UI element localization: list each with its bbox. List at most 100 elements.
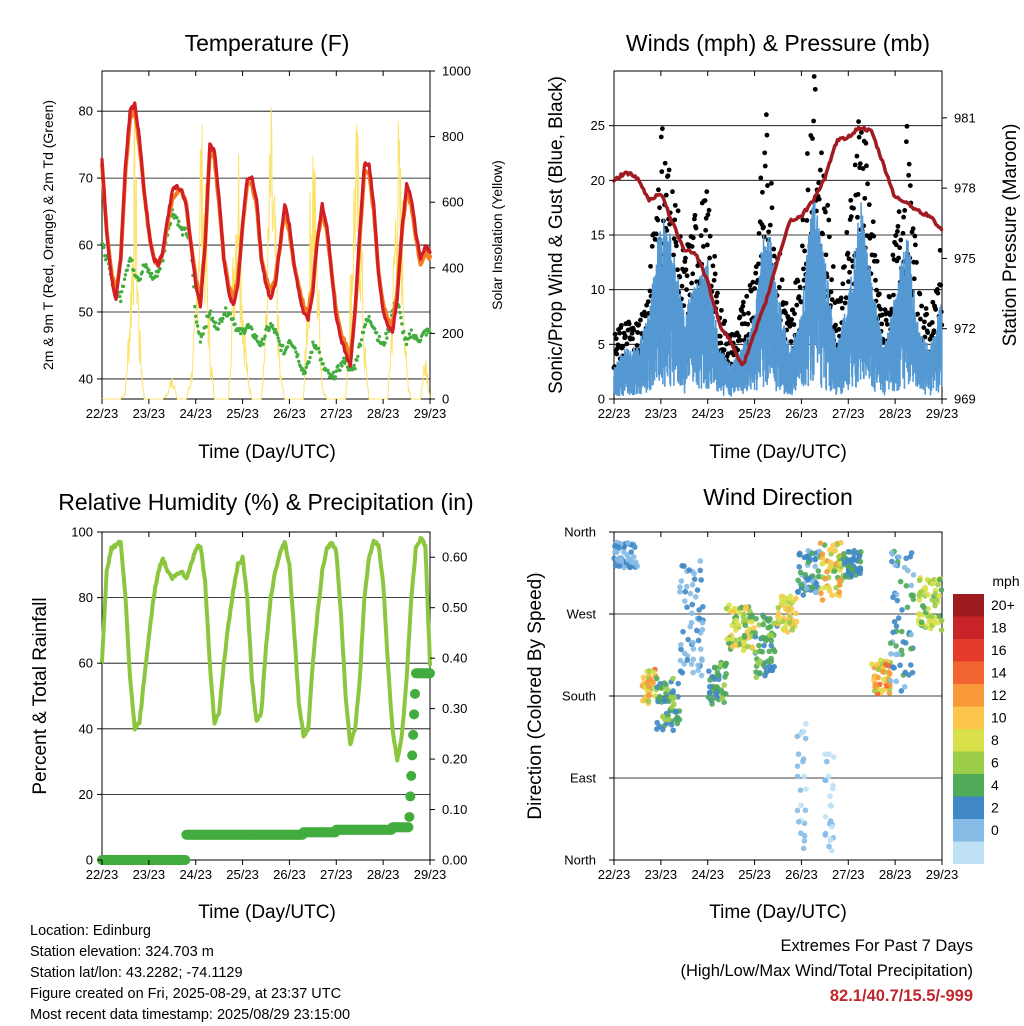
gust-point: [895, 223, 901, 229]
precip-point: [406, 770, 417, 781]
direction-point: [680, 628, 686, 635]
y-tick-label: 60: [79, 656, 93, 671]
gust-point: [760, 189, 765, 195]
direction-point: [784, 629, 791, 635]
precip-point: [410, 688, 421, 699]
dewpoint-point: [307, 360, 311, 364]
gust-point: [884, 321, 890, 327]
gust-point: [664, 228, 670, 233]
direction-point: [729, 609, 736, 615]
direction-point: [709, 696, 716, 703]
direction-point: [760, 662, 767, 668]
y-tick-label: 80: [79, 104, 93, 119]
direction-point: [822, 813, 829, 820]
solar-insolation-series: [101, 107, 431, 400]
precip-point: [407, 750, 418, 761]
dewpoint-point: [216, 327, 220, 331]
direction-point: [938, 627, 945, 633]
station-latlon: Station lat/lon: 43.2282; -74.1129: [30, 965, 243, 981]
temperature-ylabel-left: 2m & 9m T (Red, Orange) & 2m Td (Green): [40, 100, 56, 370]
direction-point: [827, 836, 834, 843]
gust-point: [789, 317, 795, 322]
direction-point: [835, 553, 842, 560]
x-tick-label: 29/23: [926, 406, 959, 421]
gust-point: [641, 309, 647, 315]
dewpoint-point: [132, 268, 136, 273]
dewpoint-point: [373, 327, 377, 331]
direction-point: [901, 683, 908, 690]
dewpoint-point: [135, 275, 140, 279]
direction-point: [875, 666, 882, 673]
direction-point: [827, 559, 834, 566]
legend-label: 2: [991, 800, 999, 816]
y-tick-label: 20: [591, 173, 605, 188]
direction-point: [614, 556, 621, 562]
direction-point: [718, 687, 724, 693]
direction-point: [646, 668, 653, 674]
gust-point: [842, 300, 848, 306]
direction-point: [689, 601, 696, 608]
legend-swatch: [953, 594, 984, 617]
winds-ticks: 0 5 10 15 20 25 969 972 975 978 981 22/23 23/23 24/23…: [591, 71, 976, 421]
direction-point: [768, 642, 775, 649]
dewpoint-point: [258, 343, 263, 348]
dewpoint-point: [397, 305, 401, 309]
direction-point: [645, 692, 652, 699]
direction-point: [908, 662, 914, 668]
direction-point: [817, 540, 824, 546]
gust-point: [919, 303, 924, 309]
direction-point: [695, 637, 702, 644]
dewpoint-point: [400, 322, 404, 326]
direction-point: [748, 619, 755, 625]
y2-tick-label: 981: [954, 110, 976, 125]
direction-point: [736, 609, 743, 616]
gust-point: [684, 273, 690, 279]
humidity-gridlines: [102, 531, 430, 861]
direction-point: [675, 680, 682, 687]
gust-point: [762, 163, 768, 169]
gust-point: [898, 237, 904, 243]
direction-point: [935, 581, 941, 588]
direction-point: [857, 558, 864, 565]
speed-legend-title: mph: [992, 573, 1019, 589]
gust-point: [714, 299, 720, 305]
gust-point: [636, 322, 642, 328]
direction-point: [876, 681, 883, 688]
gust-point: [874, 287, 879, 293]
x-tick-label: 26/23: [785, 867, 818, 882]
gust-point: [618, 322, 624, 328]
pressure-series: [612, 125, 944, 367]
gust-point: [659, 169, 665, 175]
gust-point: [779, 277, 785, 283]
speed-color-legend: 20+ 18 16 14 12 10 8 6 4 2 0: [953, 594, 1015, 864]
gust-point: [690, 235, 696, 241]
direction-point: [719, 695, 726, 701]
x-tick-label: 23/23: [645, 406, 678, 421]
direction-point: [812, 563, 819, 570]
gust-point: [649, 243, 655, 249]
extremes-values: 82.1/40.7/15.5/-999: [829, 987, 973, 1005]
direction-point: [625, 555, 632, 561]
x-tick-label: 24/23: [179, 867, 212, 882]
dewpoint-point: [355, 358, 359, 362]
direction-point: [819, 597, 826, 603]
dewpoint-point: [155, 274, 159, 279]
wind-speed-series: [613, 200, 943, 397]
gust-point: [890, 252, 896, 258]
y-tick-label: 20: [79, 787, 93, 802]
x-tick-label: 22/23: [86, 406, 119, 421]
direction-point: [827, 818, 834, 824]
direction-point: [908, 631, 914, 638]
direction-point: [742, 617, 749, 623]
gust-point: [689, 244, 695, 249]
direction-point: [696, 607, 702, 613]
direction-point: [803, 585, 810, 592]
gust-point: [866, 202, 872, 208]
direction-point: [654, 719, 660, 726]
direction-point: [910, 571, 917, 578]
x-tick-label: 27/23: [832, 406, 865, 421]
gust-point: [718, 307, 724, 313]
direction-point: [908, 582, 915, 589]
x-tick-label: 27/23: [320, 867, 353, 882]
direction-point: [679, 669, 686, 676]
